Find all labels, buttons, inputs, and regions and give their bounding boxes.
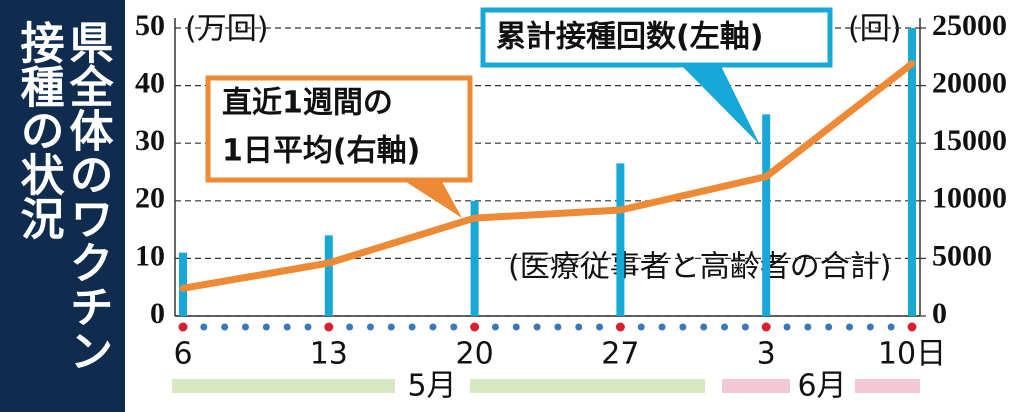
title-panel xyxy=(0,0,125,412)
y2-axis-label: (回) xyxy=(848,12,901,47)
month-label: 6月 xyxy=(797,369,846,404)
month-band xyxy=(722,379,790,393)
day-dot xyxy=(596,323,604,331)
month-label: 5月 xyxy=(407,369,456,404)
day-dot xyxy=(846,323,854,331)
callout-pointer xyxy=(400,178,462,218)
day-dot xyxy=(387,323,395,331)
y2-tick-label: 0 xyxy=(932,297,947,330)
day-dot xyxy=(512,323,520,331)
y-tick-label: 30 xyxy=(135,124,165,157)
x-tick-label: 20 xyxy=(456,337,494,372)
chart-title: 県全体のワクチン xyxy=(62,20,115,372)
x-tick-label: 10日 xyxy=(878,337,946,372)
x-tick-label: 3 xyxy=(757,337,776,372)
legend-label: 累計接種回数(左軸) xyxy=(496,20,763,55)
y-tick-label: 20 xyxy=(135,182,165,215)
day-dot xyxy=(887,323,895,331)
y2-tick-label: 15000 xyxy=(932,124,1007,157)
day-dot xyxy=(221,323,229,331)
day-dot xyxy=(450,323,458,331)
bar xyxy=(470,200,479,316)
callout-pointer xyxy=(680,64,760,145)
bar xyxy=(762,114,771,317)
day-dot xyxy=(637,323,645,331)
x-tick-label: 27 xyxy=(601,337,639,372)
callout-box xyxy=(480,7,833,68)
day-dot xyxy=(866,323,874,331)
y-tick-label: 0 xyxy=(150,297,165,330)
day-dot xyxy=(615,322,625,332)
bar xyxy=(616,163,625,316)
day-dot xyxy=(825,323,833,331)
day-dot xyxy=(366,323,374,331)
day-dot xyxy=(429,323,437,331)
month-band xyxy=(172,379,395,393)
legend-label: 1日平均(右軸) xyxy=(222,134,420,169)
y2-tick-label: 20000 xyxy=(932,66,1007,99)
day-dot xyxy=(804,323,812,331)
day-dot xyxy=(679,323,687,331)
legend-label: 直近1週間の xyxy=(222,86,393,121)
y2-tick-label: 10000 xyxy=(932,182,1007,215)
day-dot xyxy=(324,322,334,332)
day-dot xyxy=(700,323,708,331)
day-dot xyxy=(761,322,771,332)
day-dot xyxy=(178,322,188,332)
day-dot xyxy=(658,323,666,331)
line xyxy=(179,60,916,292)
bar xyxy=(179,252,187,316)
day-dot xyxy=(741,323,749,331)
day-dot xyxy=(470,322,480,332)
day-dot xyxy=(783,323,791,331)
day-dot xyxy=(408,323,416,331)
note: (医療従事者と高齢者の合計) xyxy=(508,250,891,285)
day-dot xyxy=(304,323,312,331)
month-band xyxy=(855,379,920,393)
day-dot xyxy=(721,323,729,331)
day-dot xyxy=(200,323,208,331)
y-tick-label: 40 xyxy=(135,66,165,99)
day-dot xyxy=(907,322,917,332)
day-dot xyxy=(491,323,499,331)
chart-title: 接種の状況 xyxy=(13,20,65,240)
day-dot xyxy=(283,323,291,331)
day-dot xyxy=(346,323,354,331)
day-dot xyxy=(575,323,583,331)
y2-tick-label: 5000 xyxy=(932,239,992,272)
day-dot xyxy=(241,323,249,331)
callout-box xyxy=(205,75,473,183)
x-tick-label: 6 xyxy=(173,337,192,372)
bar xyxy=(908,28,916,316)
y-tick-label: 50 xyxy=(135,9,165,42)
y-axis-label: (万回) xyxy=(185,12,268,47)
x-tick-label: 13 xyxy=(310,337,348,372)
bar xyxy=(324,235,333,316)
day-dot xyxy=(533,323,541,331)
y2-tick-label: 25000 xyxy=(932,9,1007,42)
day-dot xyxy=(262,323,270,331)
month-band xyxy=(470,379,705,393)
y-tick-label: 10 xyxy=(135,239,165,272)
day-dot xyxy=(554,323,562,331)
